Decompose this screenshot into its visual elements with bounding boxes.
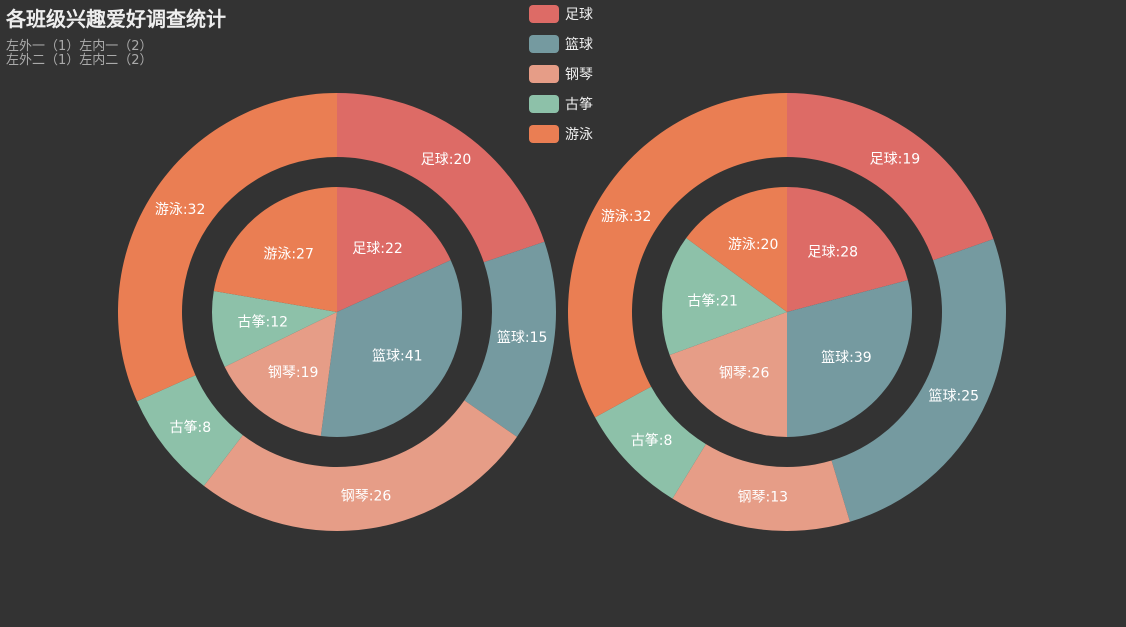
legend-swatch-basketball [529,35,559,53]
left-outer-label-piano: 钢琴:26 [341,489,392,505]
right-inner-slice-football[interactable] [787,187,908,312]
right-outer-slice-basketball[interactable] [831,238,1006,522]
right-inner-slice-swimming[interactable] [686,187,787,312]
right-outer-label-guzheng: 古筝:8 [631,432,673,449]
left-outer-ring: 足球:20 篮球:15 钢琴:26 古筝:8 游泳:32 [118,93,556,531]
right-inner-label-guzheng: 古筝:21 [687,293,738,310]
right-inner-label-football: 足球:28 [808,245,859,261]
right-inner-label-piano: 钢琴:26 [719,366,770,382]
legend-item-swimming[interactable]: 游泳 [529,124,649,144]
right-outer-slice-guzheng[interactable] [595,386,706,499]
right-inner-ring: 足球:28 篮球:39 钢琴:26 古筝:21 游泳:20 [662,187,912,437]
left-outer-slice-basketball[interactable] [464,241,556,437]
chart-legend: 足球 篮球 钢琴 古筝 游泳 [529,4,649,154]
right-inner-label-basketball: 篮球:39 [821,350,872,366]
left-inner-label-basketball: 篮球:41 [372,349,423,365]
chart-subtitle: 左外一（1）左内一（2） 左外二（1）左内二（2） [6,39,153,68]
legend-label-basketball: 篮球 [565,37,593,53]
legend-swatch-football [529,5,559,23]
left-inner-slice-football[interactable] [337,187,451,312]
legend-item-football[interactable]: 足球 [529,4,649,24]
right-outer-label-football: 足球:19 [870,151,921,167]
left-inner-ring: 足球:22 篮球:41 钢琴:19 古筝:12 游泳:27 [212,187,463,438]
legend-label-football: 足球 [565,7,593,23]
left-inner-label-guzheng: 古筝:12 [238,314,289,331]
left-outer-label-basketball: 篮球:15 [497,330,548,346]
right-inner-slice-basketball[interactable] [787,280,912,437]
left-outer-slice-guzheng[interactable] [137,375,243,486]
legend-swatch-guzheng [529,95,559,113]
left-outer-label-guzheng: 古筝:8 [169,419,211,436]
left-outer-label-swimming: 游泳:32 [155,202,206,218]
right-outer-slice-swimming[interactable] [567,93,787,418]
right-inner-label-swimming: 游泳:20 [728,237,779,253]
legend-item-guzheng[interactable]: 古筝 [529,94,649,114]
left-outer-slice-football[interactable] [337,93,545,263]
legend-item-basketball[interactable]: 篮球 [529,34,649,54]
right-outer-slice-football[interactable] [787,93,994,261]
right-inner-slice-guzheng[interactable] [662,238,787,356]
right-outer-ring: 足球:19 篮球:25 钢琴:13 古筝:8 游泳:32 [567,93,1006,532]
left-inner-slice-guzheng[interactable] [212,291,337,367]
legend-label-piano: 钢琴 [565,67,593,83]
right-outer-slice-piano[interactable] [672,444,850,532]
left-inner-label-football: 足球:22 [352,241,403,257]
left-inner-slice-swimming[interactable] [213,187,337,312]
right-outer-label-swimming: 游泳:32 [601,209,652,225]
left-inner-label-piano: 钢琴:19 [268,365,319,381]
legend-label-guzheng: 古筝 [565,97,593,113]
left-inner-label-swimming: 游泳:27 [263,247,314,263]
right-outer-label-piano: 钢琴:13 [738,489,789,505]
legend-item-piano[interactable]: 钢琴 [529,64,649,84]
left-outer-slice-piano[interactable] [203,400,517,531]
left-inner-slice-basketball[interactable] [320,260,463,438]
legend-label-swimming: 游泳 [565,127,593,143]
left-outer-label-football: 足球:20 [421,152,472,168]
right-outer-label-basketball: 篮球:25 [929,389,980,405]
chart-title: 各班级兴趣爱好调查统计 [6,7,226,31]
left-outer-slice-swimming[interactable] [118,93,337,402]
legend-swatch-swimming [529,125,559,143]
legend-swatch-piano [529,65,559,83]
left-inner-slice-piano[interactable] [224,312,337,436]
right-inner-slice-piano[interactable] [669,312,787,437]
